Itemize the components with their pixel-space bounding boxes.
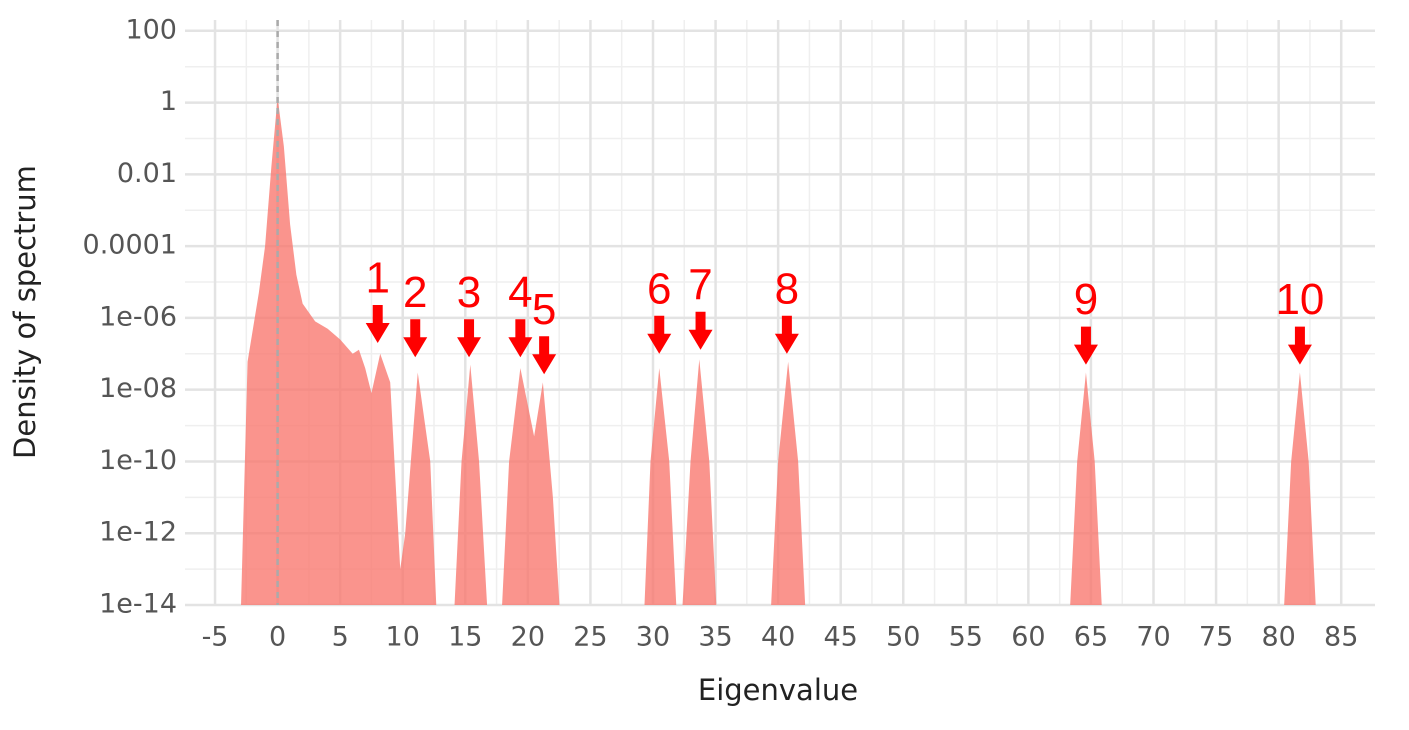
x-tick-label: 65 xyxy=(1074,622,1108,653)
x-tick-label: 70 xyxy=(1136,622,1170,653)
annotation-arrow xyxy=(403,319,428,358)
y-tick-label: 1e-10 xyxy=(99,445,177,476)
annotation-arrow xyxy=(1073,326,1098,365)
x-tick-label: -5 xyxy=(202,622,229,653)
x-tick-label: 20 xyxy=(511,622,545,653)
annotation-label: 10 xyxy=(1275,275,1324,324)
annotation-arrow xyxy=(688,311,713,350)
annotation-label: 5 xyxy=(532,285,556,334)
x-tick-label: 45 xyxy=(824,622,858,653)
annotation-label: 7 xyxy=(688,260,712,309)
y-tick-label: 1 xyxy=(160,86,177,117)
x-tick-label: 25 xyxy=(573,622,607,653)
annotation-label: 3 xyxy=(457,268,481,317)
x-tick-label: 0 xyxy=(269,622,286,653)
x-tick-label: 15 xyxy=(448,622,482,653)
annotation-label: 2 xyxy=(403,268,427,317)
annotation-arrow xyxy=(774,315,799,354)
y-tick-label: 100 xyxy=(125,14,177,45)
y-tick-label: 1e-06 xyxy=(99,301,177,332)
x-tick-label: 10 xyxy=(386,622,420,653)
annotation-label: 9 xyxy=(1074,275,1098,324)
annotation-arrow xyxy=(508,319,533,358)
x-tick-label: 80 xyxy=(1261,622,1295,653)
x-tick-label: 40 xyxy=(761,622,795,653)
x-tick-label: 5 xyxy=(332,622,349,653)
annotation-arrow xyxy=(532,336,557,375)
x-tick-label: 35 xyxy=(698,622,732,653)
x-tick-label: 30 xyxy=(636,622,670,653)
grid xyxy=(185,20,1375,607)
annotation-label: 6 xyxy=(647,264,671,313)
x-tick-label: 60 xyxy=(1011,622,1045,653)
annotation-arrow xyxy=(457,319,482,358)
annotation-arrow xyxy=(1287,326,1312,365)
y-tick-label: 1e-12 xyxy=(99,517,177,548)
annotation-label: 8 xyxy=(775,264,799,313)
x-axis-title: Eigenvalue xyxy=(698,673,858,707)
x-tick-label: 75 xyxy=(1199,622,1233,653)
y-axis-title: Density of spectrum xyxy=(8,165,42,459)
density-area xyxy=(240,97,1318,605)
y-tick-label: 1e-08 xyxy=(99,373,177,404)
annotation-arrow xyxy=(365,304,390,343)
annotation-label: 1 xyxy=(365,254,389,303)
annotation-label: 4 xyxy=(508,268,532,317)
y-tick-label: 0.01 xyxy=(117,158,177,189)
x-tick-label: 50 xyxy=(886,622,920,653)
annotation-arrow xyxy=(647,315,672,354)
x-tick-label: 55 xyxy=(949,622,983,653)
x-tick-label: 85 xyxy=(1324,622,1358,653)
y-tick-label: 0.0001 xyxy=(83,230,177,261)
y-tick-label: 1e-14 xyxy=(99,589,177,620)
